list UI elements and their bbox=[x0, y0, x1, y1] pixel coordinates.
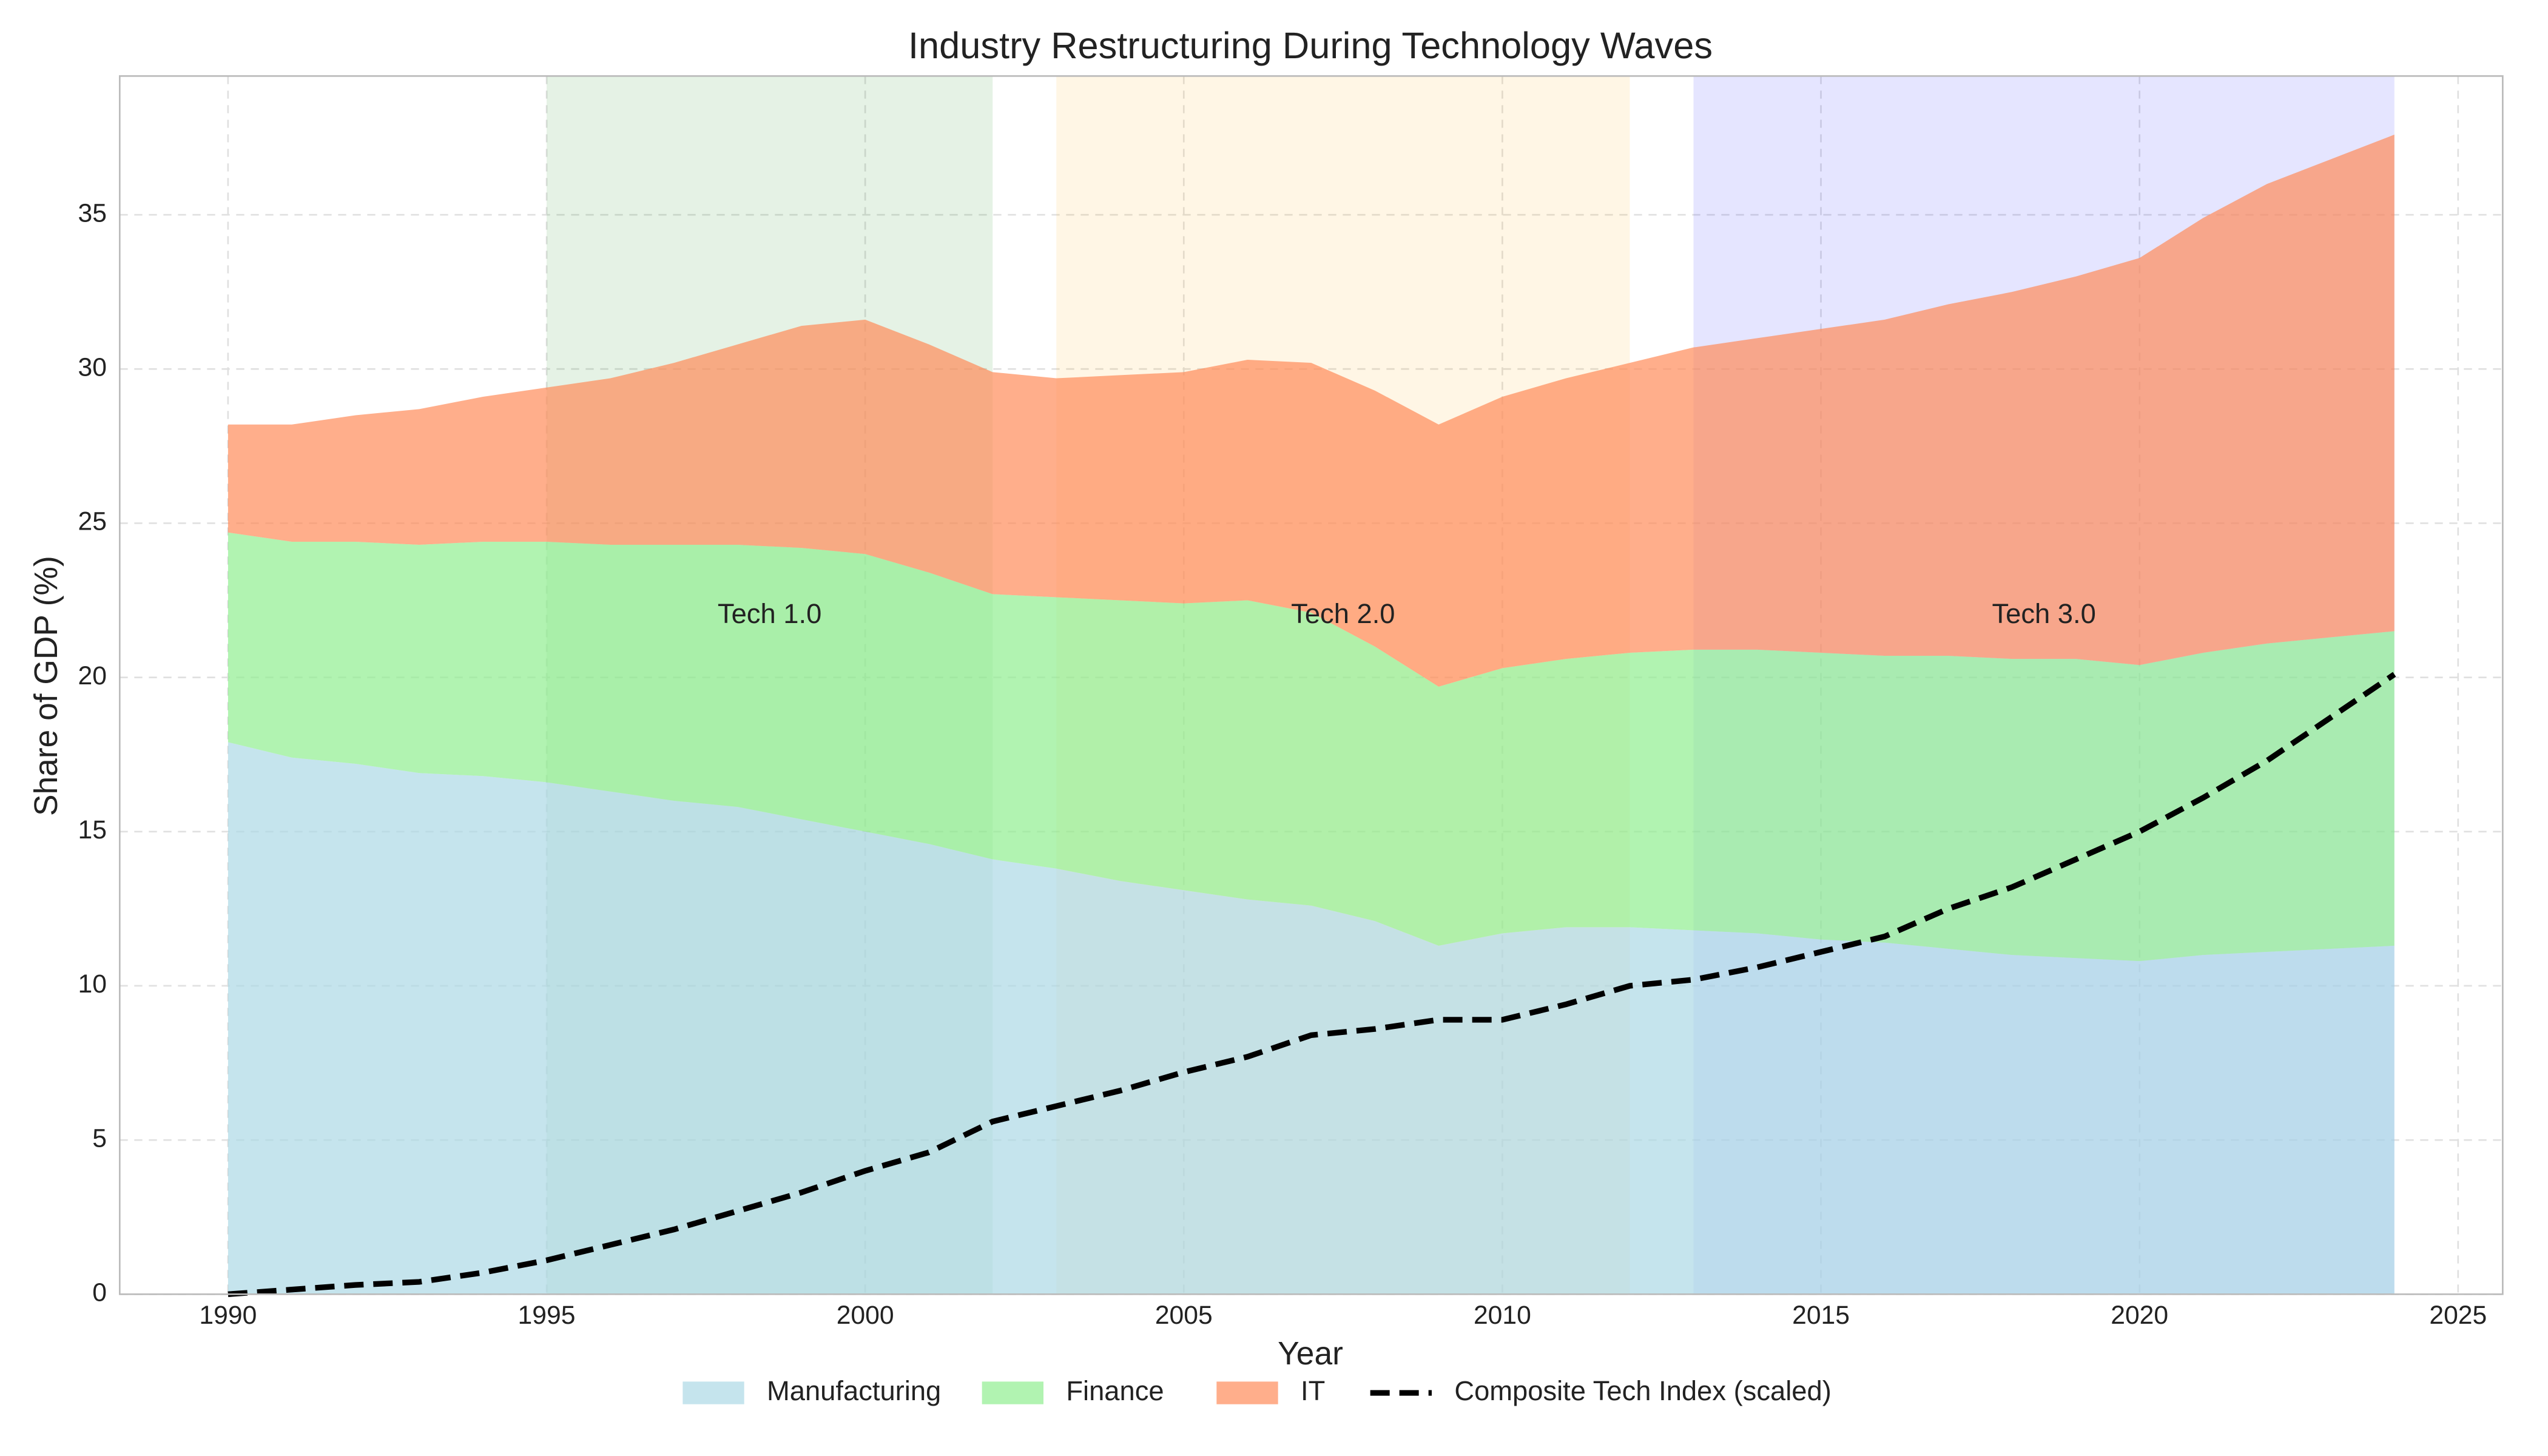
span-label: Tech 3.0 bbox=[1992, 598, 2095, 629]
legend-label: Composite Tech Index (scaled) bbox=[1454, 1375, 1831, 1406]
y-tick-label: 25 bbox=[78, 507, 107, 536]
x-tick-label: 2005 bbox=[1155, 1301, 1213, 1330]
x-tick-label: 2000 bbox=[837, 1301, 894, 1330]
chart-title: Industry Restructuring During Technology… bbox=[908, 24, 1713, 66]
y-tick-label: 20 bbox=[78, 661, 107, 690]
index-line bbox=[228, 672, 2396, 1297]
x-tick-label: 1990 bbox=[199, 1301, 257, 1330]
plot-area: Tech 1.0 Tech 2.0 Tech 3.0 bbox=[118, 75, 2504, 1297]
span-label: Tech 1.0 bbox=[718, 598, 821, 629]
y-tick-label: 0 bbox=[92, 1278, 107, 1307]
area bbox=[228, 742, 2395, 1295]
y-tick-label: 5 bbox=[92, 1124, 107, 1153]
plot-frame bbox=[118, 75, 2504, 1295]
y-tick-label: 35 bbox=[78, 198, 107, 228]
area bbox=[228, 134, 2395, 687]
legend-label: IT bbox=[1301, 1375, 1325, 1406]
legend-swatch bbox=[1216, 1381, 1278, 1404]
x-tick-label: 2025 bbox=[2429, 1301, 2487, 1330]
y-tick-label: 30 bbox=[78, 353, 107, 382]
x-axis-label: Year bbox=[1278, 1336, 1343, 1372]
x-tick-label: 2020 bbox=[2111, 1301, 2168, 1330]
x-tick-label: 1995 bbox=[518, 1301, 576, 1330]
span-label: Tech 2.0 bbox=[1291, 598, 1395, 629]
y-axis-label: Share of GDP (%) bbox=[29, 556, 64, 816]
y-tick-label: 15 bbox=[78, 815, 107, 844]
legend-label: Manufacturing bbox=[767, 1375, 941, 1406]
legend-swatch bbox=[982, 1381, 1043, 1404]
y-tick-label: 10 bbox=[78, 969, 107, 999]
x-tick-label: 2015 bbox=[1792, 1301, 1850, 1330]
legend-swatch bbox=[682, 1381, 744, 1404]
area bbox=[228, 532, 2395, 962]
x-tick-label: 2010 bbox=[1474, 1301, 1531, 1330]
legend-label: Finance bbox=[1066, 1375, 1164, 1406]
